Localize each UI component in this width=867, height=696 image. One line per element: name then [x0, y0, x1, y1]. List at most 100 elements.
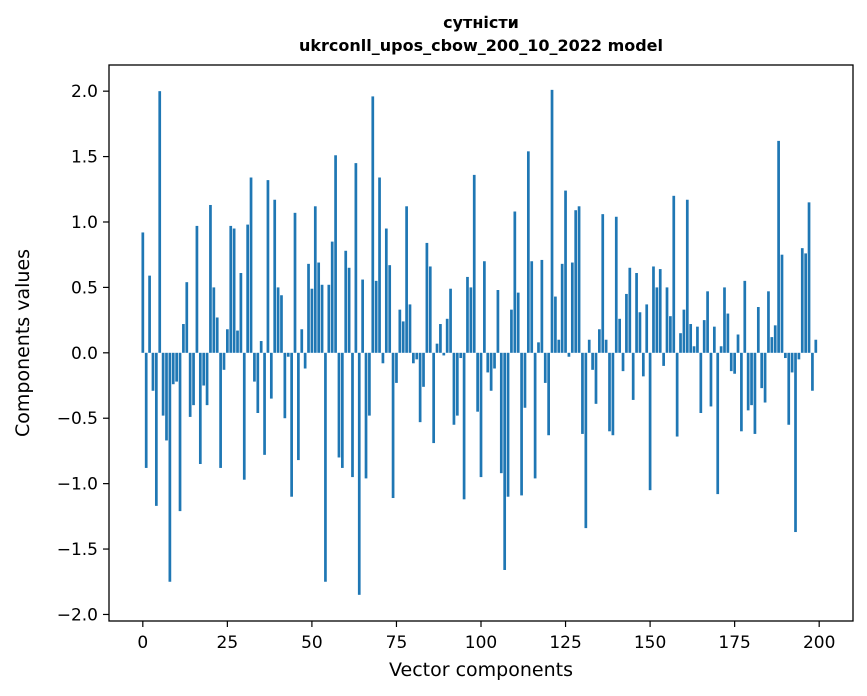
x-tick-label: 125 [549, 633, 581, 653]
bar [422, 352, 425, 387]
bar [330, 241, 334, 353]
bar [253, 352, 256, 382]
bar [418, 352, 422, 423]
bar [195, 225, 199, 353]
bar [756, 307, 760, 353]
bar [364, 352, 368, 479]
y-axis-ticks: −2.0 −1.5 −1.0 −0.5 0.0 0.5 1.0 1.5 2.0 [57, 82, 109, 625]
bar [577, 206, 581, 353]
bar [263, 352, 266, 455]
bar [388, 265, 392, 353]
bar [212, 287, 216, 353]
bar [625, 293, 628, 353]
bar [706, 291, 709, 353]
bar [269, 352, 273, 399]
bar [807, 202, 811, 353]
bar [384, 228, 388, 353]
bar [560, 263, 564, 353]
bar [570, 262, 574, 353]
x-tick-label: 100 [465, 633, 497, 653]
bar [523, 352, 527, 408]
bar [226, 329, 229, 353]
bar [391, 352, 395, 499]
bar [743, 280, 747, 353]
bar [141, 232, 145, 353]
bar [320, 284, 324, 353]
bar [344, 250, 348, 353]
bar [222, 352, 226, 370]
y-tick-label: 0.5 [71, 278, 98, 298]
bar [300, 329, 304, 353]
y-tick-label: 1.5 [71, 148, 98, 168]
bar [259, 341, 263, 353]
bar [445, 318, 449, 353]
bar [185, 282, 189, 353]
bar [584, 352, 588, 529]
x-tick-label: 25 [217, 633, 239, 653]
bar [412, 352, 415, 364]
bar [770, 337, 774, 353]
bar [395, 352, 398, 383]
bar [811, 352, 814, 391]
bar [340, 352, 344, 468]
bar [303, 352, 307, 369]
bar [168, 352, 172, 582]
bar [598, 329, 601, 353]
chart-title-line2: ukrconll_upos_cbow_200_10_2022 model [299, 36, 663, 55]
x-tick-label: 150 [634, 633, 666, 653]
bar [219, 352, 222, 468]
bar [334, 155, 337, 353]
bar [773, 325, 777, 353]
y-tick-label: −1.5 [57, 540, 98, 560]
bar [753, 352, 757, 434]
bar [550, 89, 554, 353]
bar [608, 352, 611, 432]
bar [256, 352, 260, 413]
bar [324, 352, 327, 582]
bar [587, 339, 591, 353]
bar [337, 352, 341, 458]
bar [601, 214, 605, 353]
bar [405, 206, 408, 353]
bar [161, 352, 165, 416]
bar [733, 352, 736, 374]
bar [493, 352, 496, 369]
bar [351, 352, 354, 478]
bar [800, 248, 804, 353]
bar [543, 352, 547, 383]
bar [729, 352, 733, 372]
bar [621, 352, 625, 372]
y-tick-label: 1.0 [71, 213, 98, 233]
bar [158, 91, 162, 353]
bar [682, 309, 686, 353]
x-axis-ticks: 0 25 50 75 100 125 150 175 200 [137, 621, 835, 653]
y-tick-label: −2.0 [57, 605, 98, 625]
bar [652, 266, 655, 353]
bar [472, 174, 476, 353]
y-tick-label: −1.0 [57, 475, 98, 495]
bar [618, 318, 622, 353]
bar [516, 292, 520, 353]
bar [520, 352, 523, 496]
bar [239, 273, 243, 353]
bar [594, 352, 598, 404]
bar [242, 352, 246, 480]
y-tick-label: 2.0 [71, 82, 98, 102]
bar [290, 352, 293, 497]
bar [381, 352, 385, 364]
bar [699, 352, 703, 413]
bar [540, 259, 544, 353]
y-axis-label: Components values [12, 249, 34, 437]
bar [432, 352, 436, 444]
bar [327, 284, 331, 353]
bar [415, 352, 419, 360]
bar [591, 352, 594, 370]
bar [462, 352, 466, 500]
bar [763, 352, 767, 403]
bar [537, 342, 540, 353]
bar [723, 287, 726, 353]
bar [669, 316, 672, 353]
bar [297, 352, 300, 461]
plot-frame [108, 64, 854, 622]
bar [276, 287, 280, 353]
